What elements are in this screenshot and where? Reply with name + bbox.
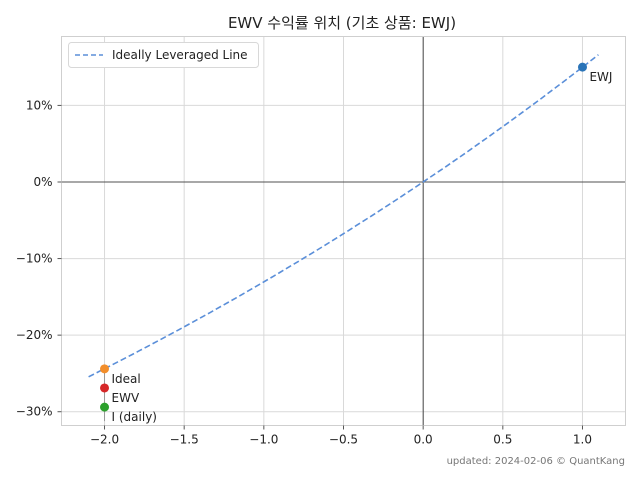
y-tick-label: 0% xyxy=(33,175,52,189)
point-label: EWV xyxy=(112,391,140,405)
x-tick-label: −1.5 xyxy=(170,433,199,447)
y-tick-label: −10% xyxy=(16,252,53,266)
chart-title: EWV 수익률 위치 (기초 상품: EWJ) xyxy=(228,14,456,32)
grid xyxy=(61,36,626,426)
legend-label: Ideally Leveraged Line xyxy=(112,48,248,62)
legend-box xyxy=(68,42,259,68)
point-labels: EWJ Ideal EWV I (daily) xyxy=(112,70,613,424)
y-tick-label: −30% xyxy=(16,405,53,419)
x-tick-labels: −2.0 −1.5 −1.0 −0.5 0.0 0.5 1.0 xyxy=(90,425,592,447)
zero-axes xyxy=(61,36,626,426)
point-label: Ideal xyxy=(112,372,141,386)
x-tick-label: −2.0 xyxy=(90,433,119,447)
point-ewv xyxy=(100,383,110,393)
x-tick-label: −1.0 xyxy=(249,433,278,447)
point-i-daily xyxy=(100,402,110,412)
x-tick-label: 0.5 xyxy=(493,433,512,447)
y-tick-labels: 10% 0% −10% −20% −30% xyxy=(16,98,62,419)
footer-credit: updated: 2024-02-06 © QuantKang xyxy=(447,456,625,467)
x-tick-label: 0.0 xyxy=(414,433,433,447)
x-tick-label: −0.5 xyxy=(329,433,358,447)
point-label: EWJ xyxy=(589,70,612,84)
ideal-leverage-line xyxy=(88,54,599,378)
legend: Ideally Leveraged Line xyxy=(68,42,259,68)
y-tick-label: 10% xyxy=(26,98,53,112)
data-points xyxy=(100,62,587,412)
y-tick-label: −20% xyxy=(16,328,53,342)
point-ideal xyxy=(100,364,110,374)
series-ideal-line xyxy=(88,54,599,378)
point-ewj xyxy=(577,62,587,72)
point-label: I (daily) xyxy=(112,410,157,424)
x-tick-label: 1.0 xyxy=(573,433,592,447)
